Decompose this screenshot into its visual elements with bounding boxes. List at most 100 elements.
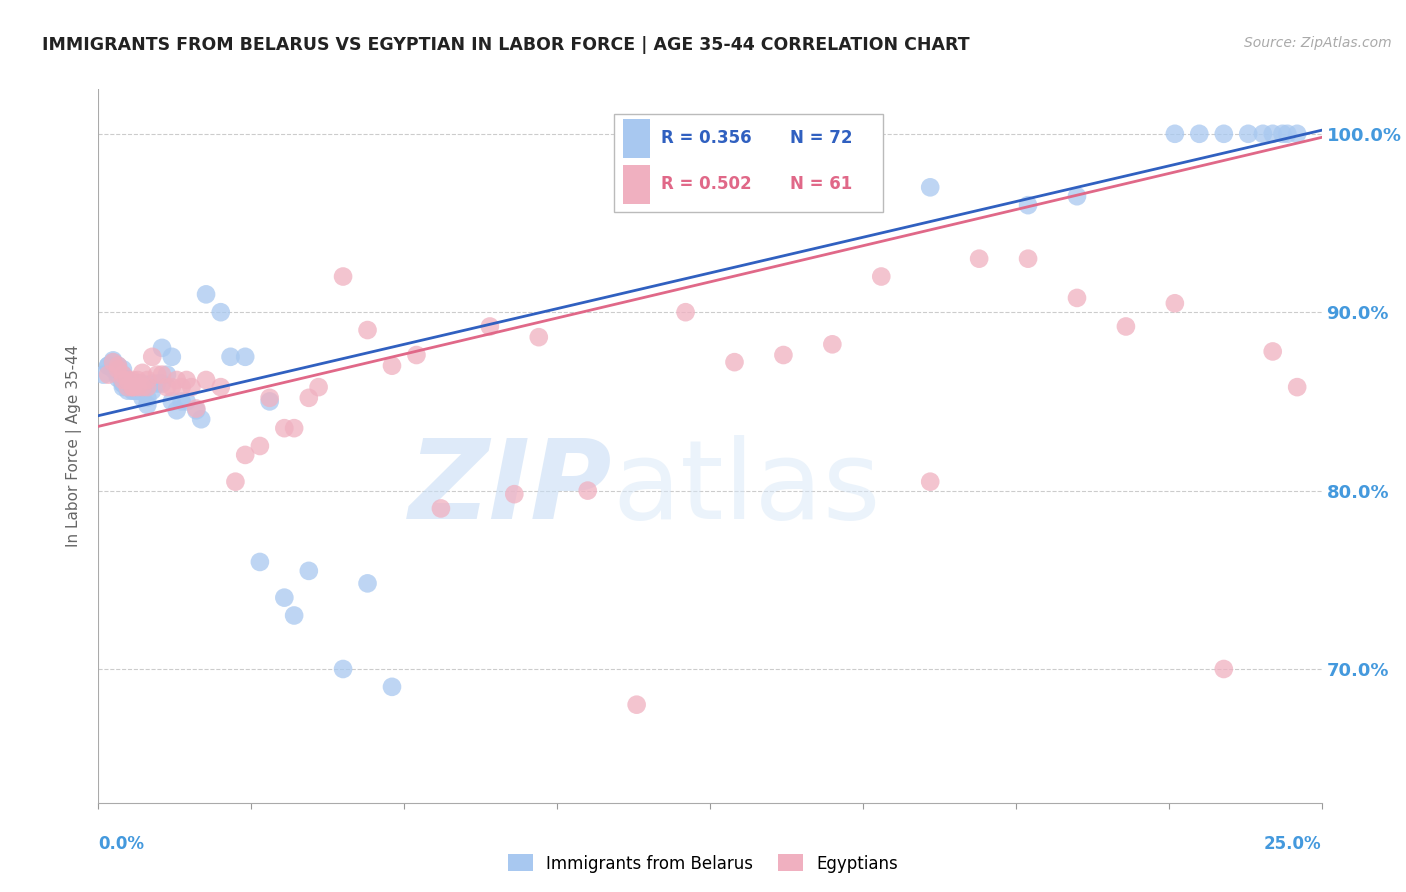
Point <box>117 376 139 391</box>
Point <box>1212 127 1234 141</box>
Point <box>127 376 149 391</box>
Point <box>1017 252 1039 266</box>
Point <box>121 376 143 391</box>
Y-axis label: In Labor Force | Age 35-44: In Labor Force | Age 35-44 <box>66 345 83 547</box>
Point <box>97 359 120 373</box>
Point <box>478 319 501 334</box>
Point <box>111 380 134 394</box>
Point <box>166 403 188 417</box>
Point <box>1237 127 1260 141</box>
Point <box>156 380 179 394</box>
Point <box>259 391 281 405</box>
Text: atlas: atlas <box>612 435 880 542</box>
Point <box>117 373 139 387</box>
Point <box>332 662 354 676</box>
Point <box>136 391 159 405</box>
FancyBboxPatch shape <box>614 113 883 212</box>
Point <box>967 252 990 266</box>
Point <box>97 368 120 382</box>
Point <box>111 368 134 382</box>
Point <box>127 376 149 391</box>
Point <box>117 380 139 394</box>
Point <box>150 376 173 391</box>
Point <box>186 401 208 416</box>
Point <box>121 376 143 391</box>
Point <box>170 380 193 394</box>
Text: R = 0.356: R = 0.356 <box>661 129 752 147</box>
Point <box>101 362 124 376</box>
Point <box>675 305 697 319</box>
Point <box>298 391 321 405</box>
Point <box>259 394 281 409</box>
Point <box>111 376 134 391</box>
Point <box>127 373 149 387</box>
Text: N = 72: N = 72 <box>790 129 852 147</box>
Point <box>195 373 218 387</box>
Point <box>1066 189 1088 203</box>
Point <box>131 384 153 398</box>
Point <box>121 380 143 394</box>
Point <box>308 380 330 394</box>
Point <box>111 376 134 391</box>
Point <box>146 376 169 391</box>
Point <box>821 337 844 351</box>
Point <box>219 350 242 364</box>
Point <box>127 384 149 398</box>
Point <box>91 368 114 382</box>
Point <box>209 380 232 394</box>
Point <box>723 355 745 369</box>
Point <box>298 564 321 578</box>
Point <box>273 421 295 435</box>
Point <box>233 448 256 462</box>
Point <box>332 269 354 284</box>
Point <box>224 475 246 489</box>
Point <box>170 394 193 409</box>
Legend: Immigrants from Belarus, Egyptians: Immigrants from Belarus, Egyptians <box>501 847 905 880</box>
Point <box>1251 127 1274 141</box>
Point <box>920 180 942 194</box>
Point <box>1115 319 1137 334</box>
Point <box>1017 198 1039 212</box>
Point <box>131 376 153 391</box>
Point <box>150 368 173 382</box>
Point <box>1277 127 1299 141</box>
Point <box>576 483 599 498</box>
Text: R = 0.502: R = 0.502 <box>661 176 752 194</box>
Point <box>283 421 305 435</box>
Point <box>141 350 163 364</box>
Point <box>121 380 143 394</box>
Point <box>107 359 129 373</box>
Text: IMMIGRANTS FROM BELARUS VS EGYPTIAN IN LABOR FORCE | AGE 35-44 CORRELATION CHART: IMMIGRANTS FROM BELARUS VS EGYPTIAN IN L… <box>42 36 970 54</box>
Point <box>527 330 550 344</box>
Point <box>97 359 120 373</box>
Point <box>405 348 427 362</box>
Point <box>107 362 129 376</box>
Point <box>121 384 143 398</box>
Point <box>111 373 134 387</box>
FancyBboxPatch shape <box>623 119 650 158</box>
Point <box>1271 127 1294 141</box>
Point <box>101 353 124 368</box>
Point <box>127 384 149 398</box>
Point <box>141 376 163 391</box>
Point <box>1164 296 1187 310</box>
FancyBboxPatch shape <box>623 165 650 204</box>
Point <box>249 555 271 569</box>
Point <box>136 373 159 387</box>
Point <box>121 384 143 398</box>
Point <box>160 350 183 364</box>
Point <box>166 373 188 387</box>
Point <box>101 355 124 369</box>
Point <box>1066 291 1088 305</box>
Point <box>156 368 179 382</box>
Point <box>117 373 139 387</box>
Point <box>131 380 153 394</box>
Point <box>381 359 404 373</box>
Point <box>117 380 139 394</box>
Point <box>107 359 129 373</box>
Point <box>180 380 202 394</box>
Point <box>772 348 794 362</box>
Point <box>111 362 134 376</box>
Point <box>127 380 149 394</box>
Point <box>1286 380 1309 394</box>
